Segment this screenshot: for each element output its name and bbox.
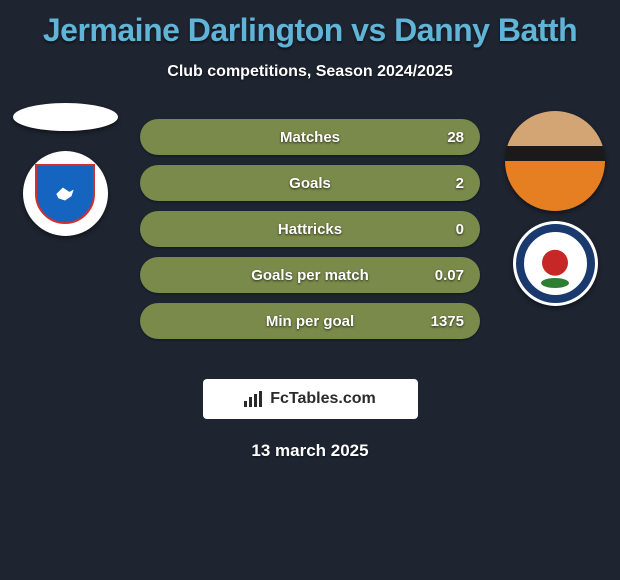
stat-label: Min per goal: [266, 313, 354, 330]
right-club-badge: [513, 221, 598, 306]
left-player-photo-placeholder: [13, 103, 118, 131]
left-club-badge: [23, 151, 108, 236]
stat-bar-min-per-goal: Min per goal 1375: [140, 303, 480, 339]
right-player-photo: [505, 111, 605, 211]
stat-bar-goals: Goals 2: [140, 165, 480, 201]
stat-bar-hattricks: Hattricks 0: [140, 211, 480, 247]
cardiff-shield-icon: [35, 164, 95, 224]
attribution-text: FcTables.com: [270, 390, 376, 408]
season-subtitle: Club competitions, Season 2024/2025: [0, 63, 620, 81]
left-player-column: [5, 111, 125, 236]
bar-chart-icon: [244, 391, 264, 407]
attribution-badge: FcTables.com: [203, 379, 418, 419]
comparison-date: 13 march 2025: [0, 441, 620, 461]
stats-area: Matches 28 Goals 2 Hattricks 0 Goals per…: [0, 111, 620, 361]
stat-value: 0.07: [435, 267, 464, 284]
stat-value: 1375: [431, 313, 464, 330]
stat-bar-matches: Matches 28: [140, 119, 480, 155]
stat-value: 2: [456, 175, 464, 192]
bird-icon: [52, 181, 78, 207]
comparison-title: Jermaine Darlington vs Danny Batth: [0, 0, 620, 49]
blackburn-leaf-icon: [541, 278, 569, 288]
stat-value: 0: [456, 221, 464, 238]
blackburn-rose-icon: [542, 249, 568, 275]
stat-label: Hattricks: [278, 221, 342, 238]
stat-bars: Matches 28 Goals 2 Hattricks 0 Goals per…: [140, 119, 480, 349]
stat-label: Goals per match: [251, 267, 369, 284]
stat-label: Goals: [289, 175, 331, 192]
stat-label: Matches: [280, 129, 340, 146]
stat-value: 28: [447, 129, 464, 146]
right-player-column: [495, 111, 615, 306]
stat-bar-goals-per-match: Goals per match 0.07: [140, 257, 480, 293]
